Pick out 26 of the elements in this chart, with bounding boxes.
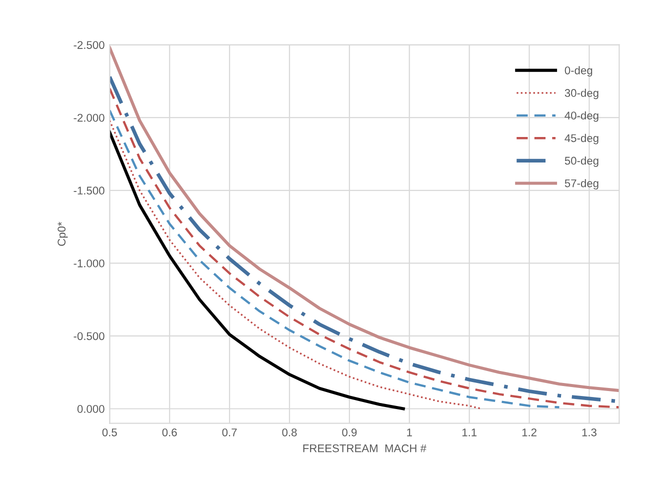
- y-axis-title: Cp0*: [58, 222, 68, 246]
- legend-label: 45-deg: [564, 134, 598, 144]
- y-tick-label: -2.000: [74, 114, 104, 122]
- x-tick-label: 0.9: [342, 428, 357, 436]
- legend-label: 57-deg: [564, 179, 598, 190]
- x-tick-label: 0.6: [162, 428, 177, 436]
- line-series: [110, 120, 482, 410]
- y-tick-label: -1.000: [74, 259, 104, 268]
- y-tick-label: 0.000: [77, 405, 104, 413]
- legend-label: 50-deg: [564, 156, 598, 167]
- x-tick-label: 0.7: [222, 428, 237, 436]
- x-tick-label: 1.2: [522, 428, 536, 436]
- y-tick-label: -2.500: [74, 41, 104, 49]
- legend-label: 40-deg: [564, 111, 598, 122]
- x-tick-label: 0.8: [282, 428, 297, 436]
- line-series: [110, 130, 405, 410]
- y-tick-label: -1.500: [74, 186, 104, 195]
- y-tick-label: -0.500: [74, 332, 104, 340]
- legend-label: 0-deg: [564, 66, 592, 77]
- x-tick-label: 1.3: [582, 428, 596, 436]
- legend-label: 30-deg: [564, 88, 598, 100]
- x-axis-title: FREESTREAM MACH #: [303, 444, 426, 452]
- line-series: [110, 109, 560, 408]
- x-tick-label: 1.1: [462, 428, 477, 436]
- x-tick-label: 0.5: [102, 428, 117, 436]
- x-tick-label: 1: [407, 428, 412, 436]
